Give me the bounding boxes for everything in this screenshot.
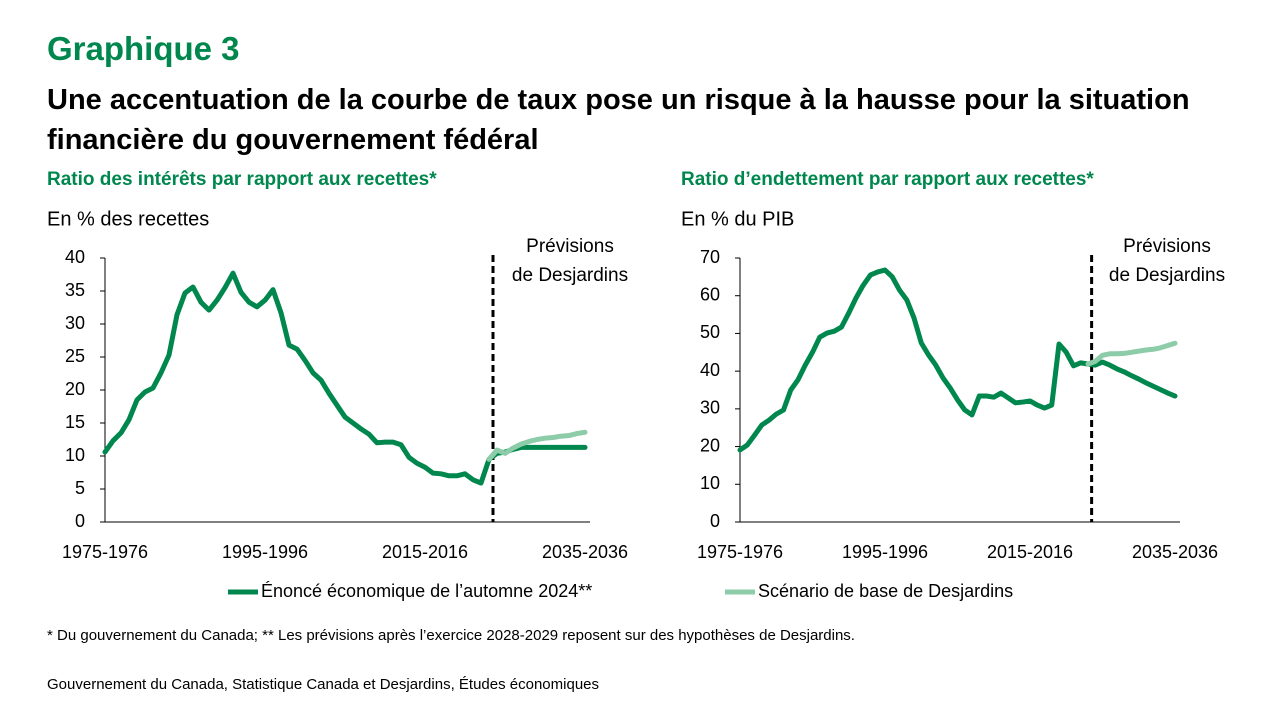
y-axis-label: En % des recettes bbox=[47, 208, 209, 230]
y-tick-label: 10 bbox=[700, 473, 720, 493]
annotation: Prévisions bbox=[1123, 236, 1211, 257]
y-tick-label: 35 bbox=[65, 280, 85, 300]
y-tick-label: 0 bbox=[710, 511, 720, 531]
y-tick-label: 20 bbox=[65, 379, 85, 399]
y-tick-label: 0 bbox=[75, 511, 85, 531]
x-tick-label: 1975-1976 bbox=[62, 542, 148, 562]
y-tick-label: 40 bbox=[65, 247, 85, 267]
series-line bbox=[1085, 340, 1178, 367]
y-tick-label: 10 bbox=[65, 445, 85, 465]
chart-subtitle: Ratio d’endettement par rapport aux rece… bbox=[681, 169, 1094, 190]
annotation: Prévisions bbox=[526, 236, 614, 257]
y-tick-label: 40 bbox=[700, 360, 720, 380]
legend-label: Scénario de base de Desjardins bbox=[758, 581, 1013, 601]
x-tick-label: 2035-2036 bbox=[1132, 542, 1218, 562]
y-tick-label: 30 bbox=[65, 313, 85, 333]
footnote: * Du gouvernement du Canada; ** Les prév… bbox=[47, 627, 855, 644]
y-tick-label: 15 bbox=[65, 412, 85, 432]
series-line bbox=[486, 429, 588, 462]
series-line bbox=[737, 267, 1178, 453]
chart-label: Graphique 3 bbox=[47, 30, 240, 67]
x-tick-label: 1995-1996 bbox=[842, 542, 928, 562]
chart-subtitle: Ratio des intérêts par rapport aux recet… bbox=[47, 169, 437, 190]
page-title: Une accentuation de la courbe de taux po… bbox=[47, 84, 1190, 156]
y-tick-label: 25 bbox=[65, 346, 85, 366]
y-tick-label: 70 bbox=[700, 247, 720, 267]
legend-label: Énoncé économique de l’automne 2024** bbox=[261, 581, 592, 601]
annotation: de Desjardins bbox=[1109, 265, 1225, 286]
y-axis-label: En % du PIB bbox=[681, 208, 794, 230]
x-tick-label: 1975-1976 bbox=[697, 542, 783, 562]
source: Gouvernement du Canada, Statistique Cana… bbox=[47, 676, 600, 693]
y-tick-label: 20 bbox=[700, 435, 720, 455]
y-tick-label: 50 bbox=[700, 322, 720, 342]
annotation: de Desjardins bbox=[512, 265, 628, 286]
y-tick-label: 30 bbox=[700, 398, 720, 418]
y-tick-label: 5 bbox=[75, 478, 85, 498]
x-tick-label: 2035-2036 bbox=[542, 542, 628, 562]
series-line bbox=[102, 270, 588, 486]
x-tick-label: 2015-2016 bbox=[987, 542, 1073, 562]
y-tick-label: 60 bbox=[700, 284, 720, 304]
x-tick-label: 2015-2016 bbox=[382, 542, 468, 562]
x-tick-label: 1995-1996 bbox=[222, 542, 308, 562]
